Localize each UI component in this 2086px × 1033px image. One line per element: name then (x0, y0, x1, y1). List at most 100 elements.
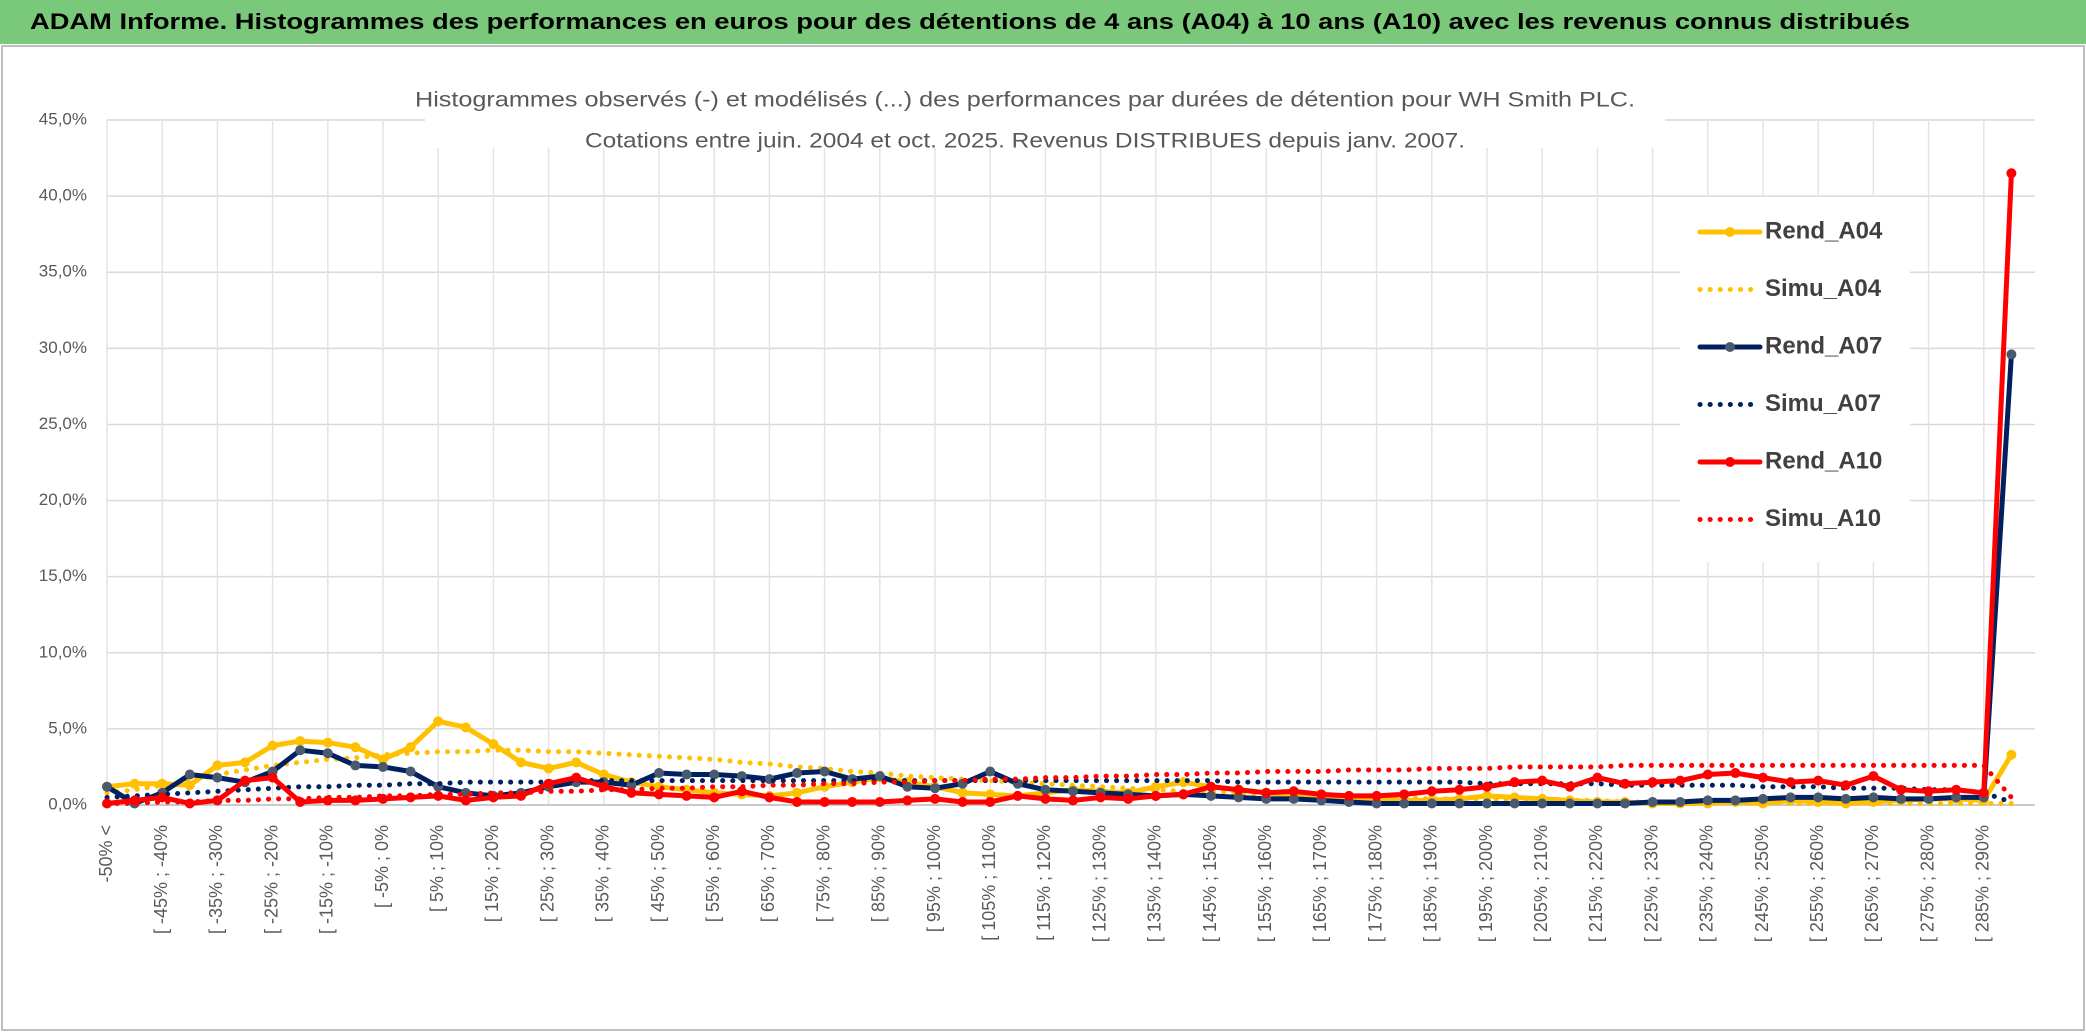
data-point (267, 772, 278, 783)
data-point (1509, 777, 1520, 788)
header-title: ADAM Informe. Histogrammes des performan… (30, 9, 1910, 34)
x-tick-label: [ 25% ; 30% (537, 825, 557, 922)
data-point (902, 795, 913, 806)
title-background (425, 78, 1665, 148)
x-tick-label: [ 125% ; 130% (1089, 825, 1109, 942)
x-tick-label: [ 165% ; 170% (1310, 825, 1330, 942)
series-line (104, 351, 2014, 806)
data-point (1896, 793, 1906, 804)
data-point (102, 781, 112, 792)
x-tick-label: -50% < (96, 825, 116, 883)
x-tick-label: [ -25% ; -20% (261, 825, 281, 934)
y-tick-label: 0,0% (48, 794, 87, 813)
data-point (1454, 784, 1465, 795)
data-point (1068, 795, 1078, 806)
data-point (1123, 793, 1134, 804)
data-point (736, 786, 747, 797)
data-point (1316, 789, 1327, 800)
y-tick-label: 40,0% (39, 186, 87, 205)
data-point (1730, 795, 1741, 806)
data-point (792, 787, 802, 798)
x-tick-label: [ 35% ; 40% (593, 825, 613, 922)
data-point (598, 769, 609, 780)
x-tick-label: [ 255% ; 260% (1807, 825, 1827, 942)
data-point (1647, 777, 1658, 788)
data-point (378, 754, 388, 765)
x-tick-label: [ 65% ; 70% (758, 825, 778, 922)
chart-subtitle: Cotations entre juin. 2004 et oct. 2025.… (585, 130, 1465, 153)
data-point (792, 796, 802, 807)
x-tick-label: [ 55% ; 60% (703, 825, 723, 922)
data-point (1233, 792, 1244, 803)
data-point (1868, 771, 1879, 782)
data-point (1564, 781, 1575, 792)
data-point (1647, 796, 1658, 807)
series-line (104, 170, 2014, 806)
x-tick-label: [ -5% ; 0% (372, 825, 392, 908)
data-point (874, 796, 885, 807)
data-point (957, 787, 968, 798)
data-point (1454, 798, 1465, 809)
data-point (240, 775, 250, 786)
x-tick-label: [ 5% ; 10% (427, 825, 447, 912)
data-point (1206, 781, 1216, 792)
x-tick-label: [ 245% ; 250% (1752, 825, 1772, 942)
data-point (1813, 792, 1824, 803)
legend-label: Rend_A07 (1765, 332, 1882, 359)
data-point (1261, 787, 1272, 798)
data-point (681, 790, 692, 801)
data-point (1592, 772, 1603, 783)
data-point (1012, 790, 1023, 801)
data-point (1813, 775, 1824, 786)
series-line (104, 762, 2014, 806)
y-tick-label: 30,0% (39, 338, 87, 357)
data-point (1785, 792, 1796, 803)
legend-marker (1725, 227, 1735, 237)
y-tick-label: 45,0% (39, 109, 87, 128)
data-point (1564, 798, 1575, 809)
y-tick-label: 15,0% (39, 566, 87, 585)
data-point (847, 796, 858, 807)
data-point (1509, 798, 1520, 809)
data-point (212, 760, 223, 771)
x-tick-label: [ 195% ; 200% (1476, 825, 1496, 942)
y-tick-label: 25,0% (39, 414, 87, 433)
data-point (212, 772, 223, 783)
data-point (1040, 784, 1051, 795)
data-point (1978, 787, 1989, 798)
legend-label: Simu_A04 (1765, 275, 1882, 302)
data-point (460, 722, 471, 733)
x-tick-label: [ -45% ; -40% (151, 825, 171, 934)
data-point (322, 748, 333, 759)
data-point (654, 768, 664, 779)
x-tick-label: [ -35% ; -30% (206, 825, 226, 934)
data-point (1675, 775, 1686, 786)
data-point (1951, 792, 1962, 803)
x-tick-label: [ 145% ; 150% (1200, 825, 1220, 942)
data-point (240, 757, 250, 768)
x-tick-label: [ 95% ; 100% (924, 825, 944, 932)
data-point (1426, 798, 1437, 809)
y-tick-label: 10,0% (39, 642, 87, 661)
data-point (543, 778, 554, 789)
data-point (2006, 349, 2017, 360)
data-point (957, 796, 968, 807)
x-tick-label: [ 275% ; 280% (1917, 825, 1937, 942)
data-point (985, 796, 996, 807)
data-point (460, 795, 471, 806)
data-point (1702, 769, 1713, 780)
y-tick-label: 20,0% (39, 490, 87, 509)
y-tick-label: 5,0% (48, 718, 87, 737)
x-tick-label: [ 135% ; 140% (1145, 825, 1165, 942)
data-point (1840, 780, 1851, 791)
data-point (1233, 784, 1244, 795)
legend-marker (1725, 457, 1735, 467)
data-point (1150, 790, 1161, 801)
data-point (1288, 793, 1299, 804)
data-point (295, 745, 306, 756)
data-point (2006, 749, 2017, 760)
data-point (543, 763, 554, 774)
data-point (1040, 793, 1051, 804)
data-point (350, 742, 361, 753)
